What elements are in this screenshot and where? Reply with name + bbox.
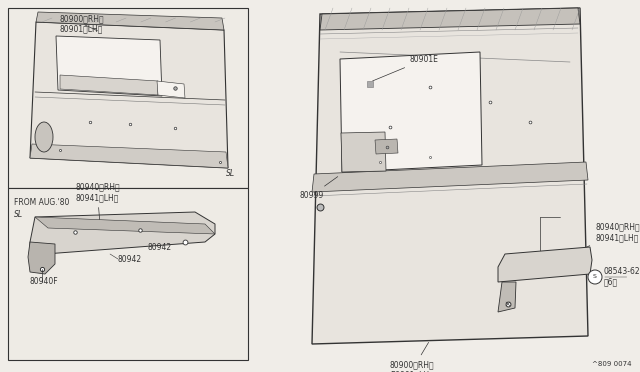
Text: 80940〈RH〉
80941〈LH〉: 80940〈RH〉 80941〈LH〉 [75,183,120,221]
Ellipse shape [35,122,53,152]
Text: SL: SL [226,169,235,178]
Polygon shape [30,212,215,260]
Text: 80940〈RH〉
80941〈LH〉: 80940〈RH〉 80941〈LH〉 [563,222,639,259]
Polygon shape [341,132,386,172]
Circle shape [588,270,602,284]
Polygon shape [30,22,228,168]
Text: 80942: 80942 [148,243,172,251]
Text: 80900〈RH〉
B0901〈LH〉: 80900〈RH〉 B0901〈LH〉 [390,342,435,372]
Text: 08543-62512
〈6〉: 08543-62512 〈6〉 [604,267,640,287]
Polygon shape [320,8,580,30]
Polygon shape [312,162,588,192]
Text: 80940F: 80940F [30,278,59,286]
Polygon shape [60,75,158,95]
Polygon shape [28,242,55,274]
Polygon shape [498,282,516,312]
Polygon shape [375,139,398,154]
Text: SL: SL [14,210,23,219]
Polygon shape [498,247,592,282]
Text: 80901E: 80901E [372,55,439,81]
Text: FROM AUG.'80: FROM AUG.'80 [14,198,69,207]
Polygon shape [30,144,228,168]
Bar [8,188,248,360]
Polygon shape [56,36,162,96]
Text: 80900〈RH〉
80901〈LH〉: 80900〈RH〉 80901〈LH〉 [60,14,104,33]
Bar [8,8,248,188]
Polygon shape [157,81,185,98]
Polygon shape [36,12,224,30]
Text: 80942: 80942 [118,256,142,264]
Text: ^809 0074: ^809 0074 [593,361,632,367]
Text: 80999: 80999 [300,177,338,199]
Text: S: S [593,275,597,279]
Polygon shape [35,217,215,234]
Polygon shape [340,52,482,172]
Polygon shape [312,8,588,344]
